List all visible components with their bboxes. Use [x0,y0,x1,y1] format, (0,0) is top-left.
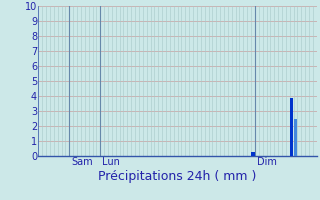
Bar [294,119,297,156]
Bar [251,152,255,156]
Bar [290,98,293,156]
X-axis label: Précipitations 24h ( mm ): Précipitations 24h ( mm ) [99,170,257,183]
